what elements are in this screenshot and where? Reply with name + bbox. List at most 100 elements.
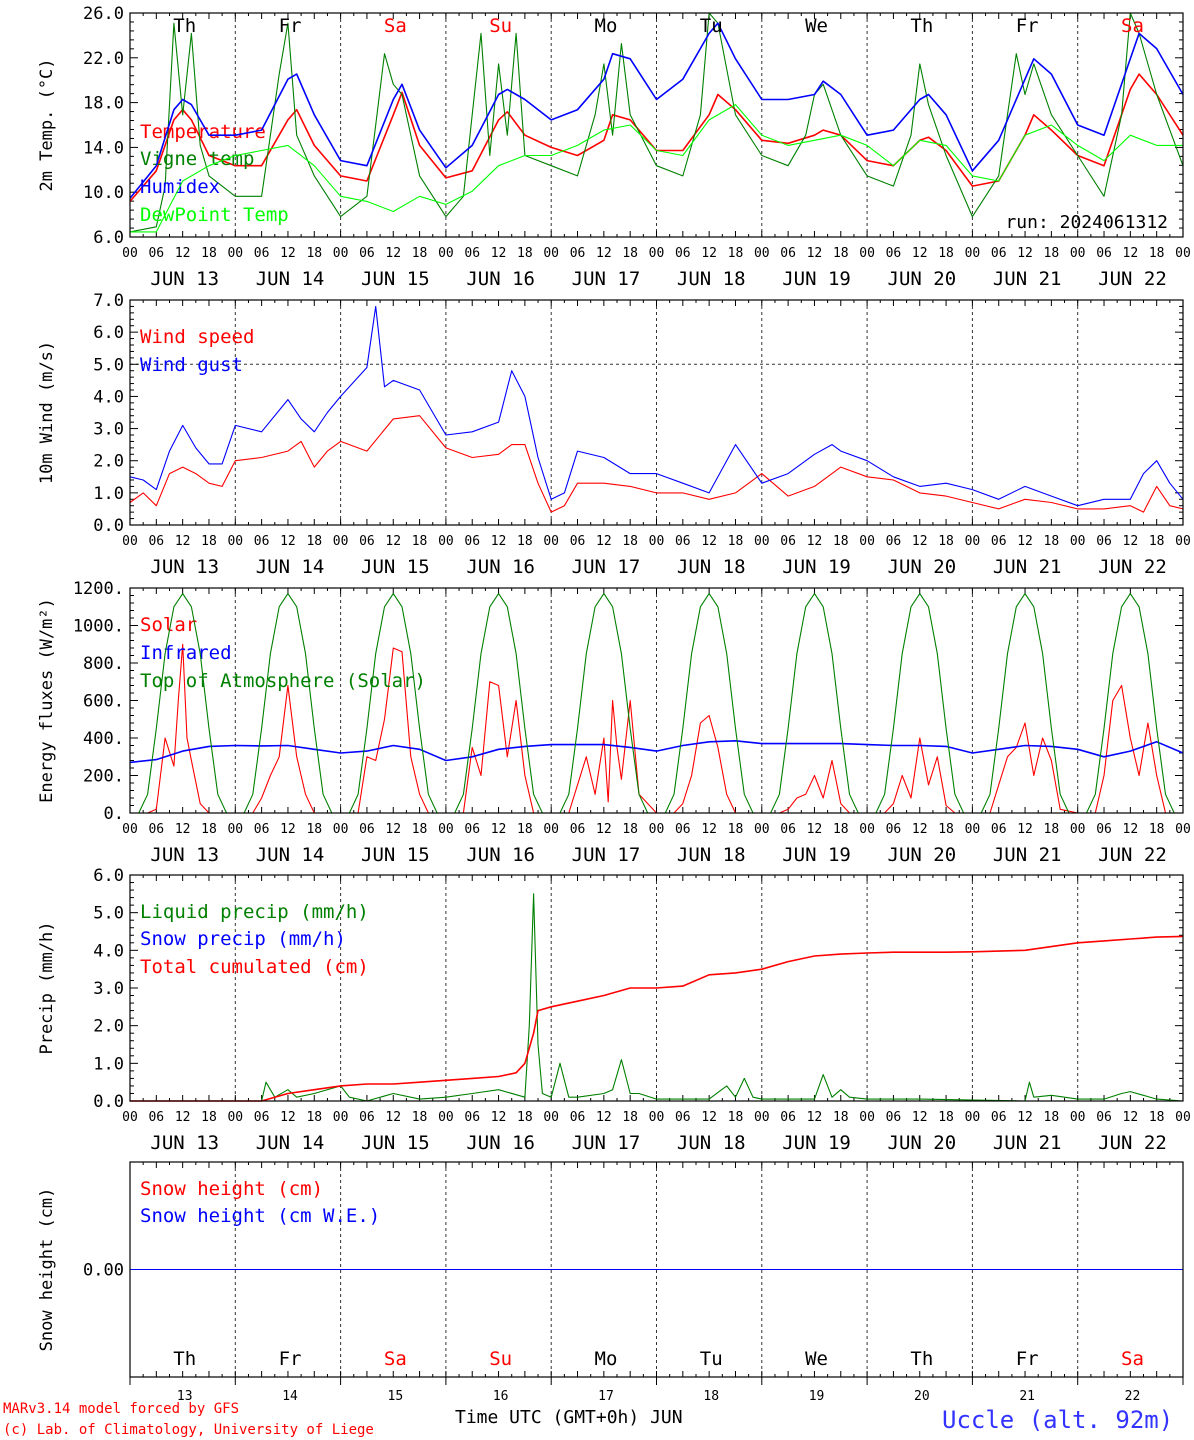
weekday-label: Sa [384,15,407,37]
weekday-label: Th [910,1348,933,1370]
weekday-label: Fr [1016,1348,1039,1370]
date-label: JUN 22 [1098,844,1167,866]
hour-tick-label: 06 [359,1110,375,1125]
hour-tick-label: 00 [1070,1110,1086,1125]
hour-tick-label: 06 [675,1110,691,1125]
hour-tick-label: 12 [807,246,823,261]
legend-entry: Solar [140,614,197,636]
hour-tick-label: 12 [1017,534,1033,549]
hour-tick-label: 12 [596,822,612,837]
hour-tick-label: 06 [254,822,270,837]
hour-tick-label: 18 [517,246,533,261]
legend-entry: Vigne temp [140,148,254,170]
series-line [130,893,1184,1102]
plot-frame [129,587,1184,814]
hour-tick-label: 00 [649,822,665,837]
hour-tick-label: 12 [807,1110,823,1125]
legend-entry: Wind gust [140,354,243,376]
y-tick-label: 10.0 [83,183,124,203]
hour-tick-label: 00 [1175,246,1191,261]
hour-tick-label: 00 [333,1110,349,1125]
y-axis-title: Energy fluxes (W/m²) [37,598,57,803]
hour-tick-label: 00 [438,822,454,837]
y-tick-label: 4.0 [93,941,124,961]
hour-tick-label: 06 [991,1110,1007,1125]
hour-tick-label: 06 [359,534,375,549]
hour-tick-label: 06 [148,822,164,837]
hour-tick-label: 06 [1096,246,1112,261]
hour-tick-label: 18 [306,534,322,549]
weekday-label: Sa [1121,15,1144,37]
date-label: JUN 19 [782,268,851,290]
hour-tick-label: 18 [306,246,322,261]
hour-tick-label: 00 [965,1110,981,1125]
weekday-label: Fr [279,1348,302,1370]
hour-tick-label: 18 [412,822,428,837]
hour-tick-label: 12 [701,1110,717,1125]
hour-tick-label: 00 [754,534,770,549]
hour-tick-label: 12 [175,1110,191,1125]
hour-tick-label: 18 [412,246,428,261]
day-number-label: 19 [809,1389,825,1404]
hour-tick-label: 00 [438,1110,454,1125]
hour-tick-label: 18 [1149,246,1165,261]
hour-tick-label: 06 [254,246,270,261]
date-label: JUN 17 [572,1132,641,1154]
hour-tick-label: 18 [622,822,638,837]
hour-tick-label: 18 [201,822,217,837]
hour-tick-label: 12 [385,822,401,837]
hour-tick-label: 18 [728,534,744,549]
hour-tick-label: 00 [754,822,770,837]
x-axis-label: Time UTC (GMT+0h) JUN [455,1407,683,1428]
hour-tick-label: 06 [254,1110,270,1125]
hour-tick-label: 12 [1017,822,1033,837]
hour-tick-label: 12 [280,1110,296,1125]
date-label: JUN 16 [466,556,535,578]
hour-tick-label: 06 [570,1110,586,1125]
date-label: JUN 17 [572,268,641,290]
hour-tick-label: 00 [859,534,875,549]
hour-tick-label: 00 [122,1110,138,1125]
hour-tick-label: 00 [122,822,138,837]
y-tick-label: 1200. [73,579,124,599]
date-label: JUN 20 [888,268,957,290]
plot-frame [129,12,1184,238]
hour-tick-label: 06 [359,246,375,261]
date-label: JUN 15 [361,268,430,290]
hour-tick-label: 00 [227,534,243,549]
legend-entry: Snow height (cm) [140,1178,323,1200]
day-number-label: 15 [388,1389,404,1404]
hour-tick-label: 00 [543,534,559,549]
hour-tick-label: 12 [912,1110,928,1125]
y-tick-label: 22.0 [83,49,124,69]
weekday-label: Fr [279,15,302,37]
date-label: JUN 15 [361,844,430,866]
hour-tick-label: 12 [912,822,928,837]
hour-tick-label: 18 [1044,1110,1060,1125]
hour-tick-label: 00 [227,822,243,837]
hour-tick-label: 12 [491,822,507,837]
hour-tick-label: 00 [333,534,349,549]
y-tick-label: 0.0 [93,1092,124,1112]
weekday-label: Su [489,15,512,37]
date-label: JUN 13 [150,268,219,290]
hour-tick-label: 06 [991,246,1007,261]
hour-tick-label: 12 [807,534,823,549]
footer-model: MARv3.14 model forced by GFS [3,1401,239,1417]
hour-tick-label: 12 [175,246,191,261]
y-axis-title: Precip (mm/h) [37,921,57,1054]
date-label: JUN 14 [256,556,325,578]
day-number-label: 21 [1019,1389,1035,1404]
day-number-label: 18 [703,1389,719,1404]
y-tick-label: 1.0 [93,484,124,504]
hour-tick-label: 18 [1044,246,1060,261]
day-number-label: 17 [598,1389,614,1404]
date-label: JUN 22 [1098,268,1167,290]
hour-tick-label: 18 [833,822,849,837]
y-tick-label: 0.0 [93,516,124,536]
hour-tick-label: 12 [1123,1110,1139,1125]
panel-3: 0. 200. 400. 600. 800. 1000. 1200. Energy fluxe… [37,579,1191,866]
hour-tick-label: 06 [570,534,586,549]
hour-tick-label: 12 [912,246,928,261]
date-label: JUN 20 [888,1132,957,1154]
